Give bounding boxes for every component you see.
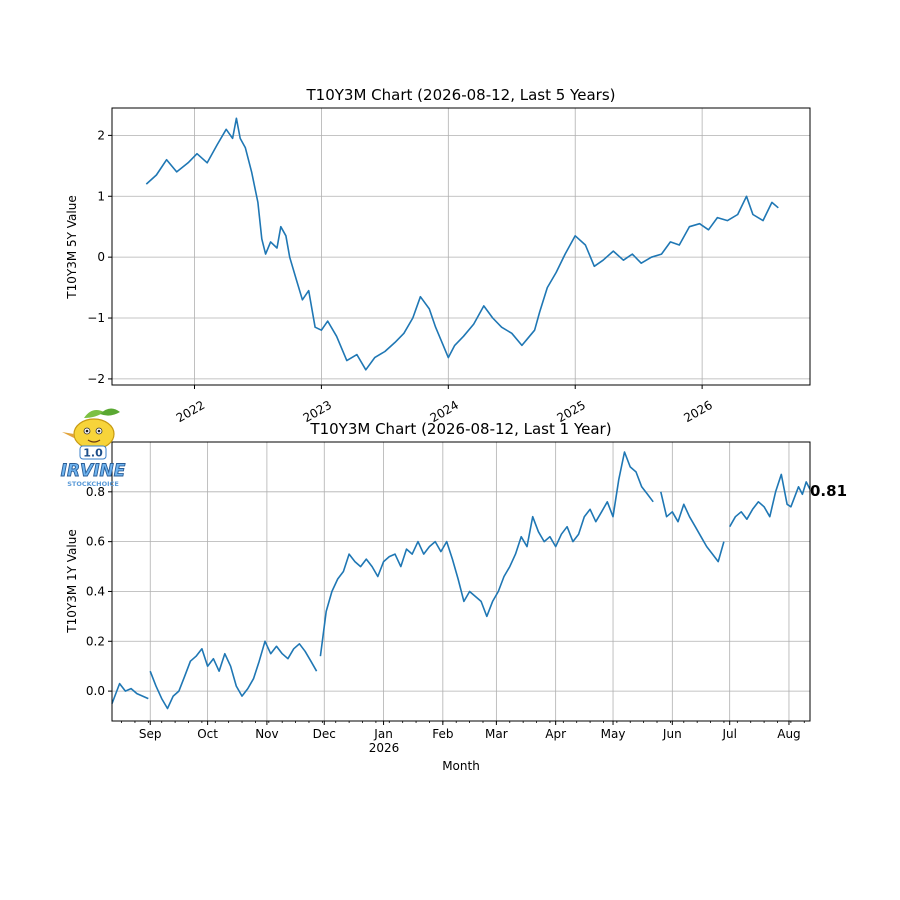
chart1-ylabel: T10Y3M 5Y Value	[65, 195, 79, 299]
chart1-ytick-label: 2	[97, 128, 105, 142]
chart1-ytick-label: 1	[97, 189, 105, 203]
chart2-ticks: Sep Oct Nov Dec Jan Feb Mar Apr May Jun Jul Aug 0.0 0…	[86, 485, 805, 741]
chart2-ytick-label: 0.0	[86, 684, 105, 698]
lemon-mascot-icon	[62, 408, 120, 450]
chart2-ylabel: T10Y3M 1Y Value	[65, 529, 79, 633]
chart2-frame	[111, 441, 811, 722]
chart2-series-line	[660, 491, 725, 563]
chart2-xtick-label: Dec	[313, 727, 336, 741]
chart1-frame	[111, 107, 811, 386]
chart-5-years: T10Y3M Chart (2026-08-12, Last 5 Years) …	[65, 86, 811, 425]
chart2-xtick-label: Oct	[197, 727, 218, 741]
chart2-xlabel: Month	[442, 759, 480, 773]
irvine-stockchoice-logo: 1.0 IRVINE STOCKCHOICE	[60, 408, 126, 488]
chart1-grid	[112, 108, 810, 385]
logo-badge-text: 1.0	[83, 447, 103, 460]
chart1-ytick-label: −1	[87, 311, 105, 325]
chart2-ytick-label: 0.2	[86, 634, 105, 648]
chart2-ytick-label: 0.4	[86, 584, 105, 598]
chart2-series-line	[111, 682, 149, 704]
chart2-last-value-label: 0.81	[810, 482, 847, 500]
chart2-series-line	[149, 640, 318, 710]
chart2-xtick-label: Nov	[255, 727, 278, 741]
chart2-ytick-label: 0.8	[86, 485, 105, 499]
chart1-series-line	[145, 117, 779, 371]
chart2-xtick-label: Jul	[721, 727, 736, 741]
chart2-series-line	[319, 451, 654, 657]
chart2-series-line	[729, 473, 811, 528]
chart2-xtick-label: Apr	[545, 727, 566, 741]
chart1-ytick-label: 0	[97, 250, 105, 264]
chart2-xtick-label: Jun	[662, 727, 682, 741]
chart2-xtick-label: May	[601, 727, 626, 741]
chart2-title: T10Y3M Chart (2026-08-12, Last 1 Year)	[309, 420, 611, 438]
logo-sub-wordmark: STOCKCHOICE	[67, 480, 119, 488]
chart2-xtick-label: Sep	[139, 727, 162, 741]
chart1-ytick-label: −2	[87, 372, 105, 386]
chart2-series	[111, 451, 811, 710]
chart2-xtick-label: Mar	[485, 727, 508, 741]
chart2-ytick-label: 0.6	[86, 535, 105, 549]
chart2-year-sublabel: 2026	[369, 741, 400, 755]
logo-wordmark: IRVINE	[61, 461, 126, 481]
chart-1-year: T10Y3M Chart (2026-08-12, Last 1 Year) S…	[65, 420, 847, 773]
chart2-xtick-label: Feb	[432, 727, 453, 741]
chart2-xtick-label: Aug	[777, 727, 800, 741]
chart1-series	[145, 117, 779, 371]
chart2-xtick-label: Jan	[373, 727, 393, 741]
chart1-title: T10Y3M Chart (2026-08-12, Last 5 Years)	[306, 86, 616, 104]
